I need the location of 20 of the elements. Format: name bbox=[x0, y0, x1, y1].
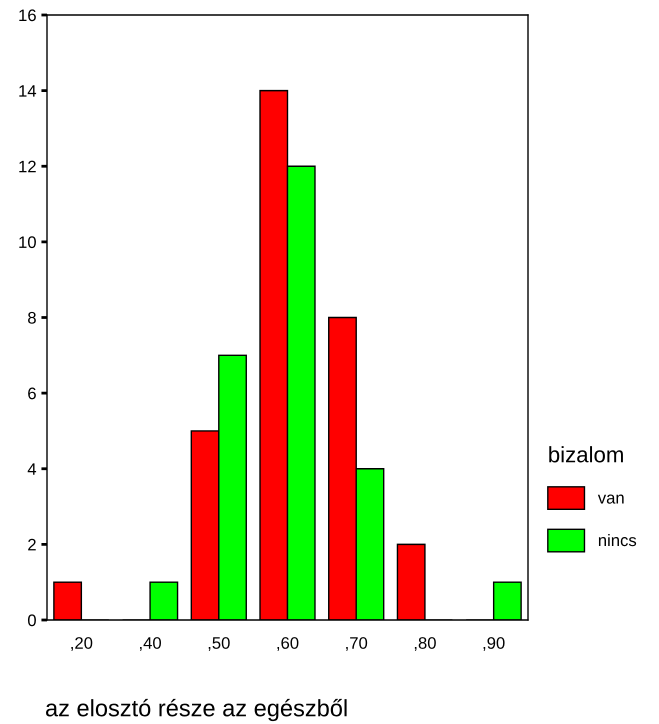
y-tick-label: 4 bbox=[28, 463, 36, 475]
y-tick-label: 0 bbox=[28, 614, 36, 626]
x-tick-label: ,60 bbox=[277, 637, 298, 651]
x-tick-label: ,20 bbox=[71, 637, 92, 651]
y-tick-label: 8 bbox=[28, 312, 36, 324]
x-tick-label: ,40 bbox=[140, 637, 162, 651]
y-tick-label: 2 bbox=[28, 538, 36, 550]
x-axis-title: az elosztó része az egészből bbox=[46, 698, 347, 722]
y-tick-label: 16 bbox=[19, 9, 36, 22]
x-tick-label: ,70 bbox=[346, 637, 368, 651]
legend-label: van bbox=[598, 494, 624, 504]
y-tick-label: 6 bbox=[28, 388, 36, 400]
legend-label: nincs bbox=[598, 534, 636, 546]
x-tick-label: ,50 bbox=[208, 637, 230, 651]
x-tick-label: ,90 bbox=[484, 637, 505, 651]
y-tick-label: 14 bbox=[19, 85, 36, 97]
y-tick-label: 10 bbox=[19, 236, 36, 248]
legend-title: bizalom bbox=[549, 446, 623, 462]
y-tick-label: 12 bbox=[19, 160, 36, 172]
x-tick-label: ,80 bbox=[414, 637, 436, 651]
